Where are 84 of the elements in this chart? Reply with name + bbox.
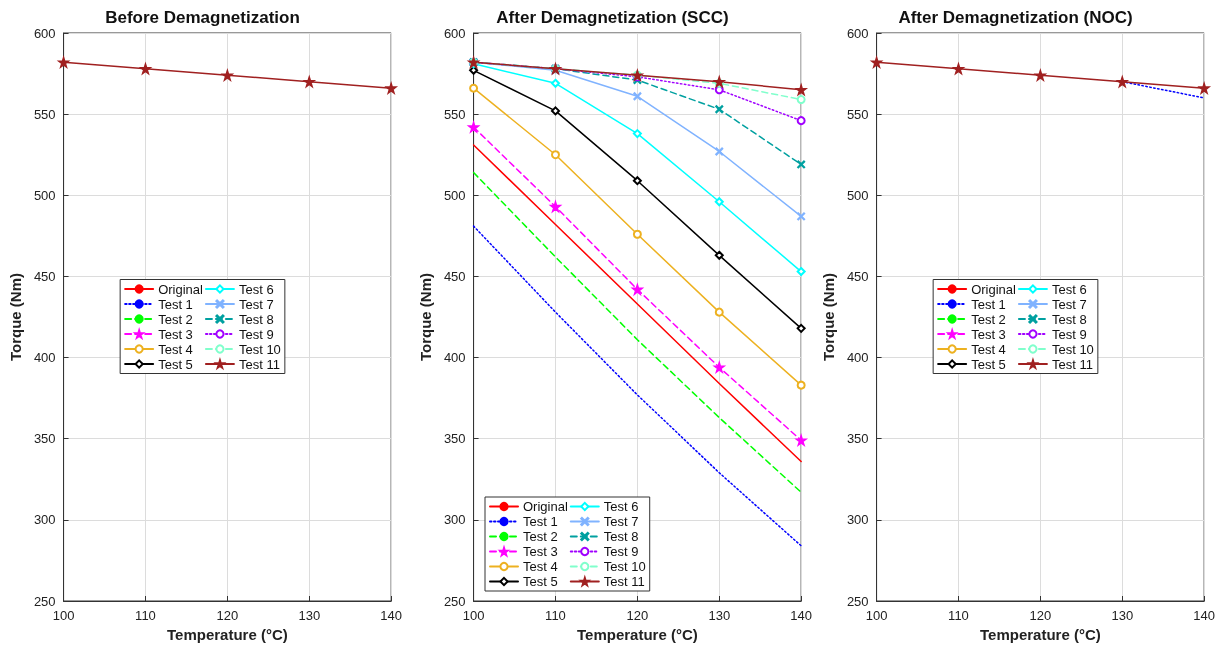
y-tick-label: 350: [33, 431, 56, 447]
legend-label: Test 5: [971, 356, 1006, 372]
legend-label: Test 2: [971, 311, 1006, 327]
y-axis-title: Torque (Nm): [417, 272, 434, 362]
chart-title: Before Demagnetization: [105, 8, 300, 27]
x-tick-label: 110: [135, 608, 156, 623]
x-tick-label: 120: [626, 608, 649, 623]
x-tick-label: 100: [462, 608, 485, 623]
y-tick-label: 450: [33, 268, 56, 284]
y-tick-label: 250: [846, 593, 869, 609]
legend-label: Test 2: [158, 311, 193, 327]
x-tick-label: 140: [1193, 608, 1216, 623]
y-tick-label: 600: [846, 25, 869, 41]
y-tick-label: 400: [846, 350, 869, 366]
y-tick-label: 550: [443, 106, 466, 122]
legend-label: Test 1: [971, 296, 1006, 312]
legend-label: Test 11: [238, 356, 280, 372]
y-tick-label: 600: [443, 25, 466, 41]
y-tick-label: 550: [846, 106, 869, 122]
x-tick-label: 120: [216, 608, 239, 623]
legend-label: Test 8: [238, 311, 274, 327]
x-axis-title: Temperature (°C): [980, 626, 1101, 643]
legend-label: Test 7: [603, 514, 639, 529]
legend-label: Test 9: [603, 544, 639, 559]
y-tick-label: 450: [846, 268, 869, 284]
y-tick-label: 550: [33, 106, 56, 122]
legend-label: Test 7: [238, 296, 274, 312]
x-tick-label: 100: [52, 608, 75, 623]
legend-label: Original: [158, 281, 204, 297]
legend-label: Test 8: [603, 529, 639, 544]
y-axis-title: Torque (Nm): [7, 272, 24, 362]
x-tick-label: 110: [948, 608, 969, 623]
legend-label: Test 5: [523, 574, 558, 589]
y-tick-label: 500: [33, 187, 56, 203]
chart-title: After Demagnetization (NOC): [898, 8, 1133, 27]
y-axis-title: Torque (Nm): [820, 272, 837, 362]
x-tick-label: 130: [1111, 608, 1134, 623]
y-tick-label: 400: [33, 350, 56, 366]
legend-label: Test 1: [158, 296, 193, 312]
y-tick-label: 250: [33, 593, 56, 609]
legend-label: Test 6: [603, 499, 639, 514]
chart-title: After Demagnetization (SCC): [496, 8, 729, 27]
y-tick-label: 300: [846, 512, 869, 528]
y-tick-label: 350: [443, 431, 466, 447]
legend-label: Test 6: [238, 281, 274, 297]
legend-label: Test 8: [1051, 311, 1087, 327]
x-axis-title: Temperature (°C): [577, 626, 698, 643]
legend-label: Test 4: [158, 341, 193, 357]
y-tick-label: 300: [33, 512, 56, 528]
y-tick-label: 350: [846, 431, 869, 447]
legend-label: Test 5: [158, 356, 193, 372]
legend-label: Test 10: [1051, 341, 1094, 357]
legend-label: Test 11: [603, 574, 645, 589]
x-tick-label: 130: [298, 608, 321, 623]
legend-label: Test 3: [971, 326, 1006, 342]
legend-label: Test 10: [603, 559, 646, 574]
x-tick-label: 140: [790, 608, 813, 623]
x-tick-label: 120: [1029, 608, 1052, 623]
x-tick-label: 130: [708, 608, 731, 623]
x-tick-label: 140: [380, 608, 403, 623]
legend-label: Original: [971, 281, 1017, 297]
legend-label: Test 10: [238, 341, 281, 357]
legend-label: Test 9: [238, 326, 274, 342]
x-axis-title: Temperature (°C): [167, 626, 288, 643]
legend-label: Test 7: [1051, 296, 1087, 312]
y-tick-label: 600: [33, 25, 56, 41]
legend-label: Test 9: [1051, 326, 1087, 342]
y-tick-label: 300: [443, 512, 466, 528]
y-tick-label: 500: [846, 187, 869, 203]
legend-label: Test 4: [523, 559, 558, 574]
legend-label: Test 11: [1051, 356, 1093, 372]
legend-label: Test 3: [523, 544, 558, 559]
x-tick-label: 110: [545, 608, 566, 623]
legend-label: Test 6: [1051, 281, 1087, 297]
legend-label: Test 3: [158, 326, 193, 342]
x-tick-label: 100: [865, 608, 888, 623]
legend-label: Test 4: [971, 341, 1006, 357]
y-tick-label: 450: [443, 268, 466, 284]
y-tick-label: 500: [443, 187, 466, 203]
legend-label: Original: [523, 499, 568, 514]
y-tick-label: 250: [443, 593, 466, 609]
y-tick-label: 400: [443, 350, 466, 366]
legend-label: Test 1: [523, 514, 558, 529]
legend-label: Test 2: [523, 529, 558, 544]
